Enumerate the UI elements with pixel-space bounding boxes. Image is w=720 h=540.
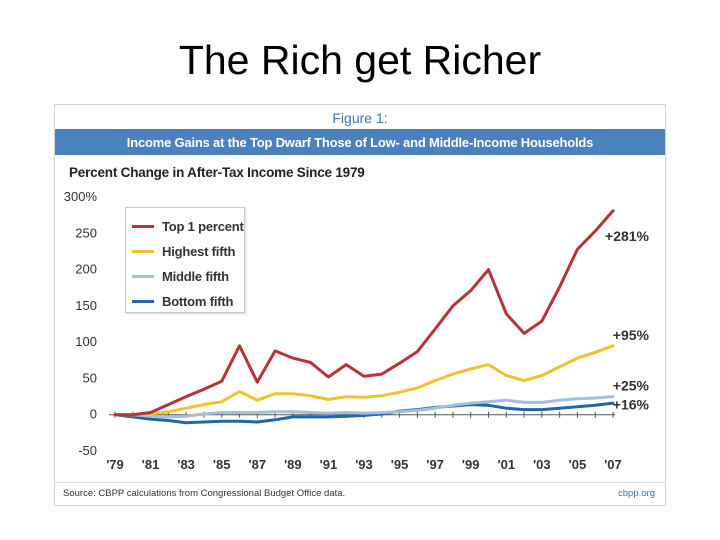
figure-label: Figure 1:	[55, 105, 665, 129]
series-end-label: +281%	[605, 228, 650, 244]
x-tick-label: '79	[106, 457, 124, 472]
legend-label: Bottom fifth	[162, 294, 234, 309]
y-tick-label: -50	[78, 443, 97, 458]
series-line-top-1-percent	[113, 209, 615, 417]
x-tick-label: '83	[177, 457, 195, 472]
figure-footer: Source: CBPP calculations from Congressi…	[55, 482, 665, 505]
legend-swatch	[132, 250, 154, 253]
legend-item: Bottom fifth	[126, 289, 244, 314]
chart-title: Percent Change in After-Tax Income Since…	[69, 165, 365, 180]
y-tick-label: 250	[75, 225, 97, 240]
x-tick-label: '85	[213, 457, 231, 472]
slide-title: The Rich get Richer	[178, 37, 542, 83]
x-tick-label: '01	[498, 457, 516, 472]
chart-legend: Top 1 percent Highest fifth Middle fifth Bo…	[125, 207, 245, 313]
x-tick-label: '07	[604, 457, 622, 472]
figure-headline: Income Gains at the Top Dwarf Those of L…	[55, 129, 665, 155]
y-tick-label: 300%	[64, 189, 98, 204]
chart-plot-area: -50 0 50 100 150 200 250 300% '79 '81 '83 '85 '87 '89…	[64, 189, 650, 472]
y-tick-label: 50	[83, 370, 97, 385]
series-end-label: +25%	[613, 378, 650, 394]
legend-item: Top 1 percent	[126, 214, 244, 239]
legend-swatch	[132, 300, 154, 303]
x-tick-label: '95	[391, 457, 409, 472]
series-end-label: +16%	[613, 397, 650, 413]
x-tick-label: '87	[249, 457, 267, 472]
figure-source: Source: CBPP calculations from Congressi…	[63, 488, 346, 499]
figure-credit: cbpp.org	[618, 488, 655, 499]
series-line-highest-fifth	[113, 344, 615, 417]
legend-item: Highest fifth	[126, 239, 244, 264]
legend-item: Middle fifth	[126, 264, 244, 289]
legend-label: Highest fifth	[162, 244, 236, 259]
series-line-bottom-fifth	[113, 401, 615, 425]
x-tick-label: '89	[284, 457, 302, 472]
x-tick-label: '97	[426, 457, 444, 472]
legend-swatch	[132, 225, 154, 228]
y-tick-label: 0	[90, 407, 97, 422]
x-tick-label: '93	[355, 457, 373, 472]
x-tick-label: '03	[533, 457, 551, 472]
x-tick-label: '91	[320, 457, 338, 472]
x-tick-label: '99	[462, 457, 480, 472]
y-tick-label: 100	[75, 334, 97, 349]
x-tick-label: '05	[569, 457, 587, 472]
y-tick-label: 200	[75, 262, 97, 277]
legend-swatch	[132, 275, 154, 278]
chart-figure: Figure 1: Income Gains at the Top Dwarf …	[54, 104, 666, 506]
x-tick-label: '81	[142, 457, 160, 472]
legend-label: Middle fifth	[162, 269, 229, 284]
legend-label: Top 1 percent	[162, 219, 244, 234]
series-end-label: +95%	[613, 327, 650, 343]
y-tick-label: 150	[75, 298, 97, 313]
series-line-middle-fifth	[113, 395, 615, 419]
